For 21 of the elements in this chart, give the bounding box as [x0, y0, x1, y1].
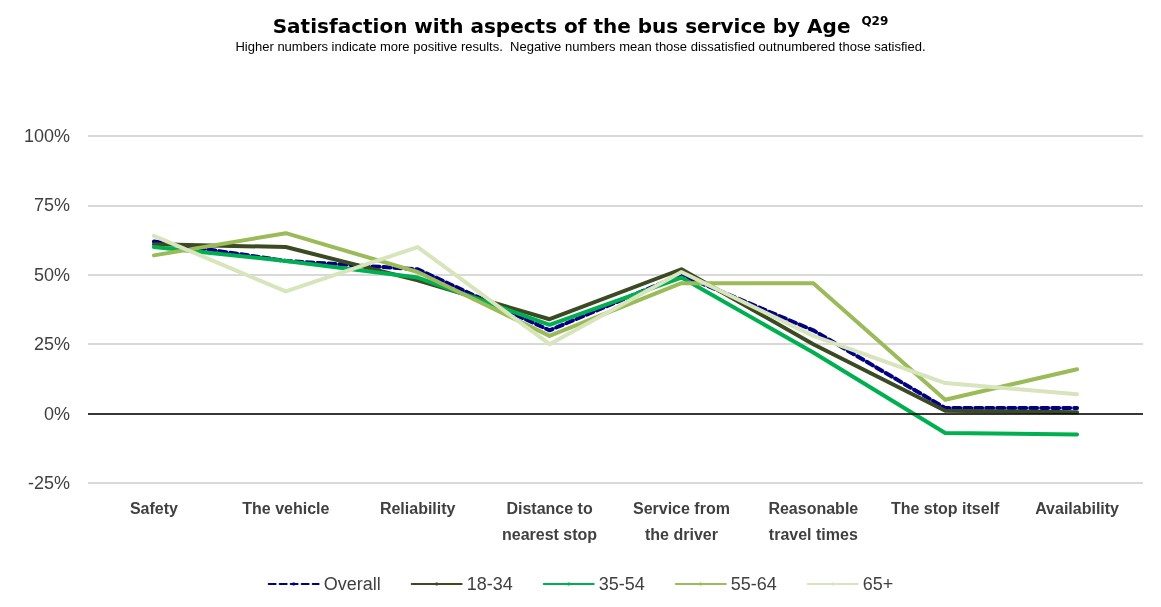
chart-subtitle: Higher numbers indicate more positive results. Negative numbers mean those dissatisfied outnumbered those satisfied.	[235, 39, 926, 54]
y-tick-label: 25%	[33, 334, 70, 355]
legend-label: Overall	[323, 574, 381, 594]
x-tick-label: The stop itself	[890, 499, 1001, 517]
x-tick-label: Reliability	[379, 499, 456, 517]
y-tick-label: 75%	[33, 195, 70, 216]
legend-label: 18-34	[466, 574, 513, 594]
legend-label: 35-54	[598, 574, 645, 594]
y-tick-label: -25%	[27, 473, 70, 493]
chart-title: Satisfaction with aspects of the bus service by Age Q29	[272, 14, 889, 38]
legend-label: 65+	[862, 574, 894, 594]
x-tick-label: Service from the driver	[632, 499, 730, 543]
x-tick-label: The vehicle	[242, 499, 330, 517]
y-tick-label: 0%	[43, 403, 70, 424]
x-tick-label: Availability	[1035, 499, 1120, 517]
x-tick-label: Reasonable travel times	[768, 499, 859, 543]
x-tick-label: Distance to nearest stop	[501, 499, 598, 543]
legend-label: 55-64	[730, 574, 777, 594]
y-tick-label: 100%	[23, 126, 70, 146]
y-tick-label: 50%	[33, 264, 70, 285]
x-tick-label: Safety	[129, 499, 179, 517]
